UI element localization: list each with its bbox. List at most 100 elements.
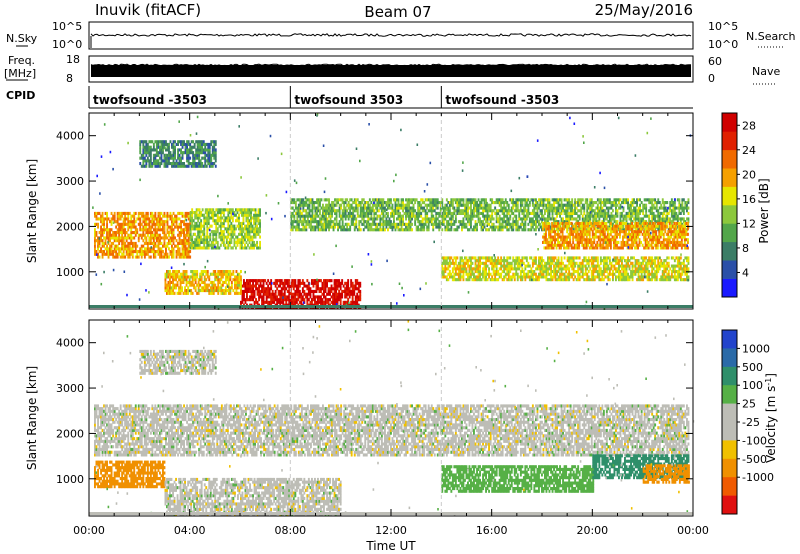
power-cell bbox=[221, 238, 224, 242]
power-cell bbox=[447, 261, 450, 265]
power-cell bbox=[513, 214, 516, 218]
power-cell bbox=[303, 203, 306, 207]
power-cell bbox=[124, 236, 127, 240]
power-cell bbox=[495, 201, 498, 205]
power-cell bbox=[283, 281, 286, 285]
power-cell bbox=[160, 211, 163, 215]
power-cell bbox=[172, 250, 175, 254]
power-cell bbox=[556, 211, 558, 215]
power-cell bbox=[359, 298, 362, 302]
power-cell bbox=[341, 220, 344, 224]
power-cell bbox=[143, 241, 146, 245]
power-cell bbox=[252, 284, 254, 288]
power-cell bbox=[237, 286, 239, 290]
power-cell bbox=[231, 208, 234, 212]
power-cell bbox=[527, 272, 530, 276]
power-cell bbox=[454, 270, 457, 274]
power-cell bbox=[539, 203, 542, 207]
power-cell bbox=[110, 222, 113, 226]
power-cell bbox=[435, 217, 438, 221]
power-cell bbox=[112, 236, 115, 240]
power-cell bbox=[574, 198, 577, 202]
power-cell bbox=[178, 222, 181, 226]
power-cell bbox=[303, 201, 306, 205]
power-cell bbox=[636, 198, 638, 202]
power-cell bbox=[500, 203, 503, 207]
power-cell bbox=[409, 214, 412, 218]
power-cell bbox=[476, 264, 478, 268]
power-cell bbox=[229, 286, 232, 290]
power-cell bbox=[207, 235, 210, 239]
power-cell bbox=[516, 209, 519, 213]
power-cell bbox=[233, 243, 236, 247]
power-cell bbox=[316, 201, 318, 205]
power-cell bbox=[205, 283, 208, 287]
power-cell bbox=[267, 284, 270, 288]
power-cell bbox=[210, 246, 213, 250]
power-cell bbox=[189, 211, 192, 215]
power-cell bbox=[207, 208, 210, 212]
power-cell bbox=[483, 217, 486, 221]
power-cell bbox=[317, 225, 320, 229]
power-cell bbox=[645, 211, 648, 215]
power-cell bbox=[654, 198, 657, 202]
power-cell bbox=[420, 206, 423, 210]
power-cell bbox=[291, 279, 294, 283]
power-cell bbox=[95, 217, 98, 221]
power-cell bbox=[350, 222, 353, 226]
power-cell bbox=[488, 217, 490, 221]
power-cell bbox=[283, 289, 286, 293]
power-cell bbox=[253, 246, 255, 250]
power-cell bbox=[110, 211, 113, 215]
power-cell bbox=[450, 225, 453, 229]
power-cell bbox=[672, 214, 675, 218]
power-cell bbox=[209, 238, 212, 242]
power-cell bbox=[348, 292, 351, 296]
power-cell bbox=[331, 214, 333, 218]
power-cell bbox=[547, 220, 549, 224]
power-cell bbox=[541, 270, 543, 274]
power-cell bbox=[678, 209, 681, 213]
power-cell bbox=[485, 272, 487, 276]
power-cell bbox=[596, 206, 599, 210]
power-cell bbox=[253, 221, 255, 225]
power-cell bbox=[388, 217, 391, 221]
power-cell bbox=[203, 232, 206, 236]
power-cell bbox=[538, 214, 540, 218]
power-cell bbox=[274, 295, 277, 299]
power-cell bbox=[225, 235, 228, 239]
power-cell bbox=[327, 300, 330, 304]
power-cell bbox=[562, 220, 564, 224]
power-cell bbox=[329, 217, 332, 221]
power-cell bbox=[639, 203, 641, 207]
power-cell bbox=[661, 217, 664, 221]
power-cell bbox=[587, 206, 590, 210]
power-cell bbox=[598, 209, 601, 213]
power-cell bbox=[106, 244, 108, 248]
power-cell bbox=[504, 264, 507, 268]
power-cell bbox=[264, 289, 267, 293]
power-cell bbox=[152, 252, 155, 256]
date-title: 25/May/2016 bbox=[595, 1, 693, 19]
power-cell bbox=[506, 270, 509, 274]
power-cell bbox=[448, 256, 451, 260]
power-cell bbox=[159, 233, 161, 237]
power-cell bbox=[347, 211, 350, 215]
power-cell bbox=[291, 222, 294, 226]
power-cell bbox=[209, 211, 212, 215]
power-cell bbox=[480, 211, 483, 215]
power-cell bbox=[445, 214, 448, 218]
power-cell bbox=[327, 287, 330, 291]
power-cell bbox=[140, 252, 143, 256]
power-cell bbox=[171, 247, 173, 251]
power-cell bbox=[461, 220, 463, 224]
power-cell bbox=[462, 203, 465, 207]
power-cell bbox=[563, 225, 566, 229]
power-cell bbox=[516, 272, 519, 276]
power-cell bbox=[408, 203, 410, 207]
power-cell bbox=[208, 291, 211, 295]
power-cell bbox=[498, 225, 501, 229]
power-cell bbox=[483, 198, 486, 202]
power-cell bbox=[240, 291, 242, 295]
power-cell bbox=[344, 289, 347, 293]
